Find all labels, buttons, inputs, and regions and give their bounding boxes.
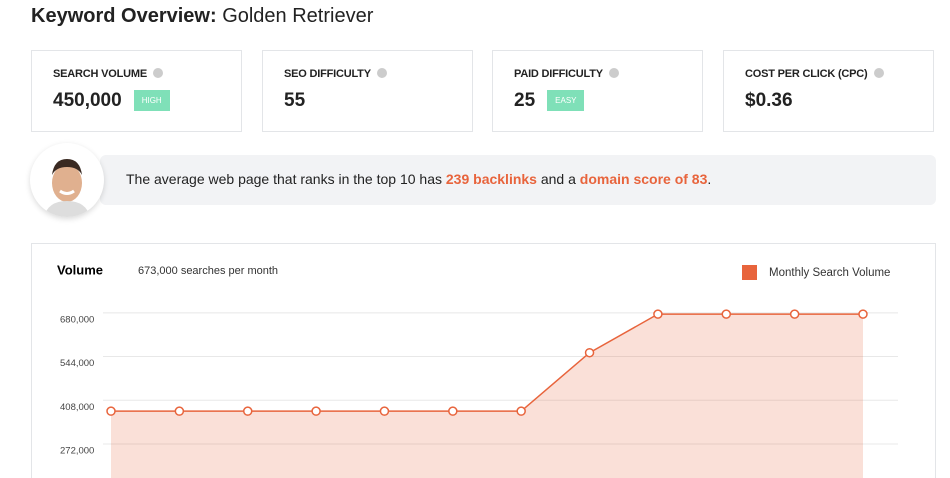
metric-card: SEO DIFFICULTY 55 [262,50,473,132]
message-bubble [100,155,936,205]
chart-title: Volume [57,262,103,277]
title-keyword: Golden Retriever [222,5,374,27]
avatar [30,143,104,217]
metric-label-text: SEARCH VOLUME [53,68,147,80]
point [516,406,526,416]
metric-label: SEARCH VOLUME [53,68,163,80]
metric-value: 55 [284,90,305,112]
help-icon [608,68,619,78]
help-icon [873,68,884,78]
metric-value-text: 450,000 [53,90,122,111]
line [111,313,863,412]
point [858,309,868,319]
message-text: The average web page that ranks in the t… [126,171,446,187]
help-icon [152,68,163,78]
metric-value-text: 55 [284,90,306,111]
point [653,309,663,319]
message-text: and a [536,171,580,187]
message-highlight: domain score of 83 [579,171,708,187]
metric-label-text: SEO DIFFICULTY [284,68,371,80]
help-icon [376,68,387,78]
message-highlight: 239 backlinks [445,171,537,187]
y-tick-label: 544,000 [60,358,94,369]
legend-swatch [742,265,757,280]
metric-value: 450,000 HIGH [53,90,170,112]
page-title: Keyword Overview: Golden Retriever [31,5,373,28]
metric-label-text: COST PER CLICK (CPC) [745,68,868,80]
metric-value-text: $0.36 [745,90,793,111]
point [174,406,185,416]
y-tick-label: 680,000 [60,314,94,325]
area [111,314,863,478]
y-tick-label: 272,000 [60,445,94,456]
point [242,406,253,416]
legend-label: Monthly Search Volume [769,267,890,279]
metric-value: $0.36 [745,90,793,112]
point [106,406,116,416]
metric-label-text: PAID DIFFICULTY [514,68,603,80]
point [311,406,321,416]
message: The average web page that ranks in the t… [126,171,711,187]
avatar-icon [44,159,90,217]
metric-badge: HIGH [133,90,170,111]
point [379,406,390,416]
metric-card: PAID DIFFICULTY 25 EASY [492,50,703,132]
message-text: . [707,171,712,187]
metric-label: SEO DIFFICULTY [284,68,387,80]
y-tick-label: 408,000 [60,402,94,413]
metric-value-text: 25 [514,90,536,111]
metric-value: 25 EASY [514,90,585,112]
point [721,309,732,319]
title-bold: Keyword Overview: [31,5,217,27]
point [584,347,595,358]
chart-subtitle: 673,000 searches per month [138,265,278,277]
metric-badge: EASY [547,90,585,111]
metric-label: PAID DIFFICULTY [514,68,619,80]
metric-label: COST PER CLICK (CPC) [745,68,884,80]
metric-card: COST PER CLICK (CPC) $0.36 [723,50,934,132]
metric-card: SEARCH VOLUME 450,000 HIGH [31,50,242,132]
chart-card [31,243,936,478]
point [789,309,800,319]
point [448,406,458,416]
